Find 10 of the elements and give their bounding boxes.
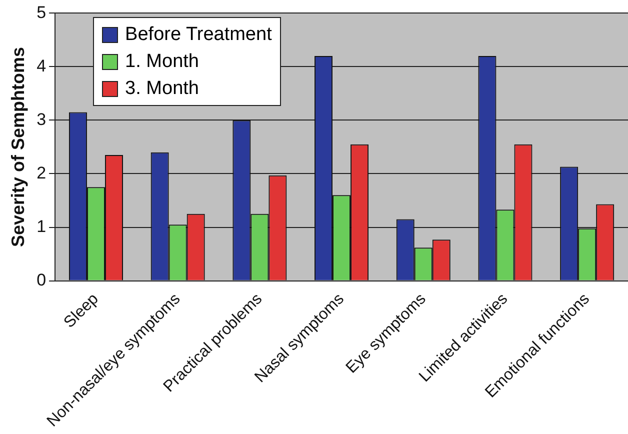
y-tick-label: 2 [36,163,46,182]
y-axis-title: Severity of Semphtoms [8,46,28,248]
legend-label: 1. Month [125,50,199,74]
y-tick-label: 4 [36,56,46,76]
legend-label: Before Treatment [125,23,272,48]
y-tick-label: 3 [36,110,46,129]
y-tick-label: 1 [36,216,46,236]
y-tick-label: 5 [36,2,46,22]
legend-label: 3. Month [125,77,199,102]
y-tick-label: 0 [36,270,46,290]
